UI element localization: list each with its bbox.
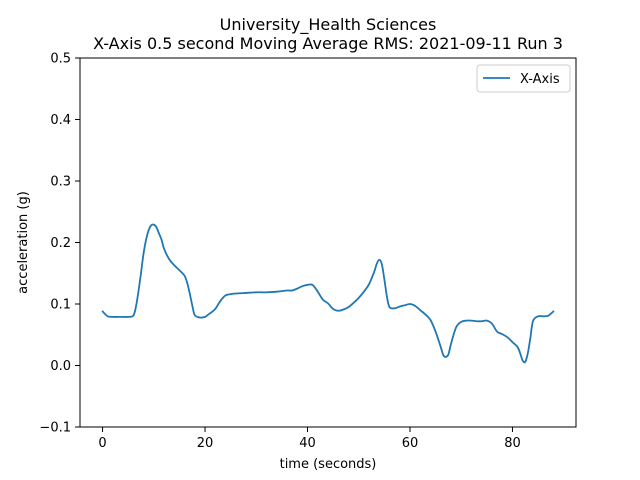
x-tick-label: 20 (197, 436, 214, 451)
x-ticks: 0 20 40 60 80 (98, 427, 521, 451)
plot-area (80, 58, 576, 427)
legend: X-Axis (476, 64, 571, 93)
x-tick-label: 60 (402, 436, 419, 451)
x-axis-label: time (seconds) (280, 457, 377, 472)
chart-title: University_Health Sciences (220, 15, 437, 35)
legend-label: X-Axis (520, 72, 560, 87)
series-line-x-axis (101, 223, 555, 364)
y-tick-label: −0.1 (39, 421, 71, 436)
x-tick-label: 80 (504, 436, 521, 451)
y-tick-label: 0.1 (50, 298, 71, 313)
y-tick-label: 0.4 (50, 113, 71, 128)
y-tick-label: 0.5 (50, 52, 71, 67)
y-tick-label: 0.3 (50, 175, 71, 190)
y-ticks: −0.1 0.0 0.1 0.2 0.3 0.4 0.5 (39, 52, 80, 436)
x-tick-label: 0 (98, 436, 106, 451)
y-tick-label: 0.0 (50, 359, 71, 374)
legend-box (476, 64, 571, 93)
plot-frame (79, 57, 577, 428)
y-axis-label: acceleration (g) (16, 191, 31, 294)
chart-subtitle: X-Axis 0.5 second Moving Average RMS: 20… (93, 34, 563, 53)
x-tick-label: 40 (299, 436, 316, 451)
y-tick-label: 0.2 (50, 236, 71, 251)
